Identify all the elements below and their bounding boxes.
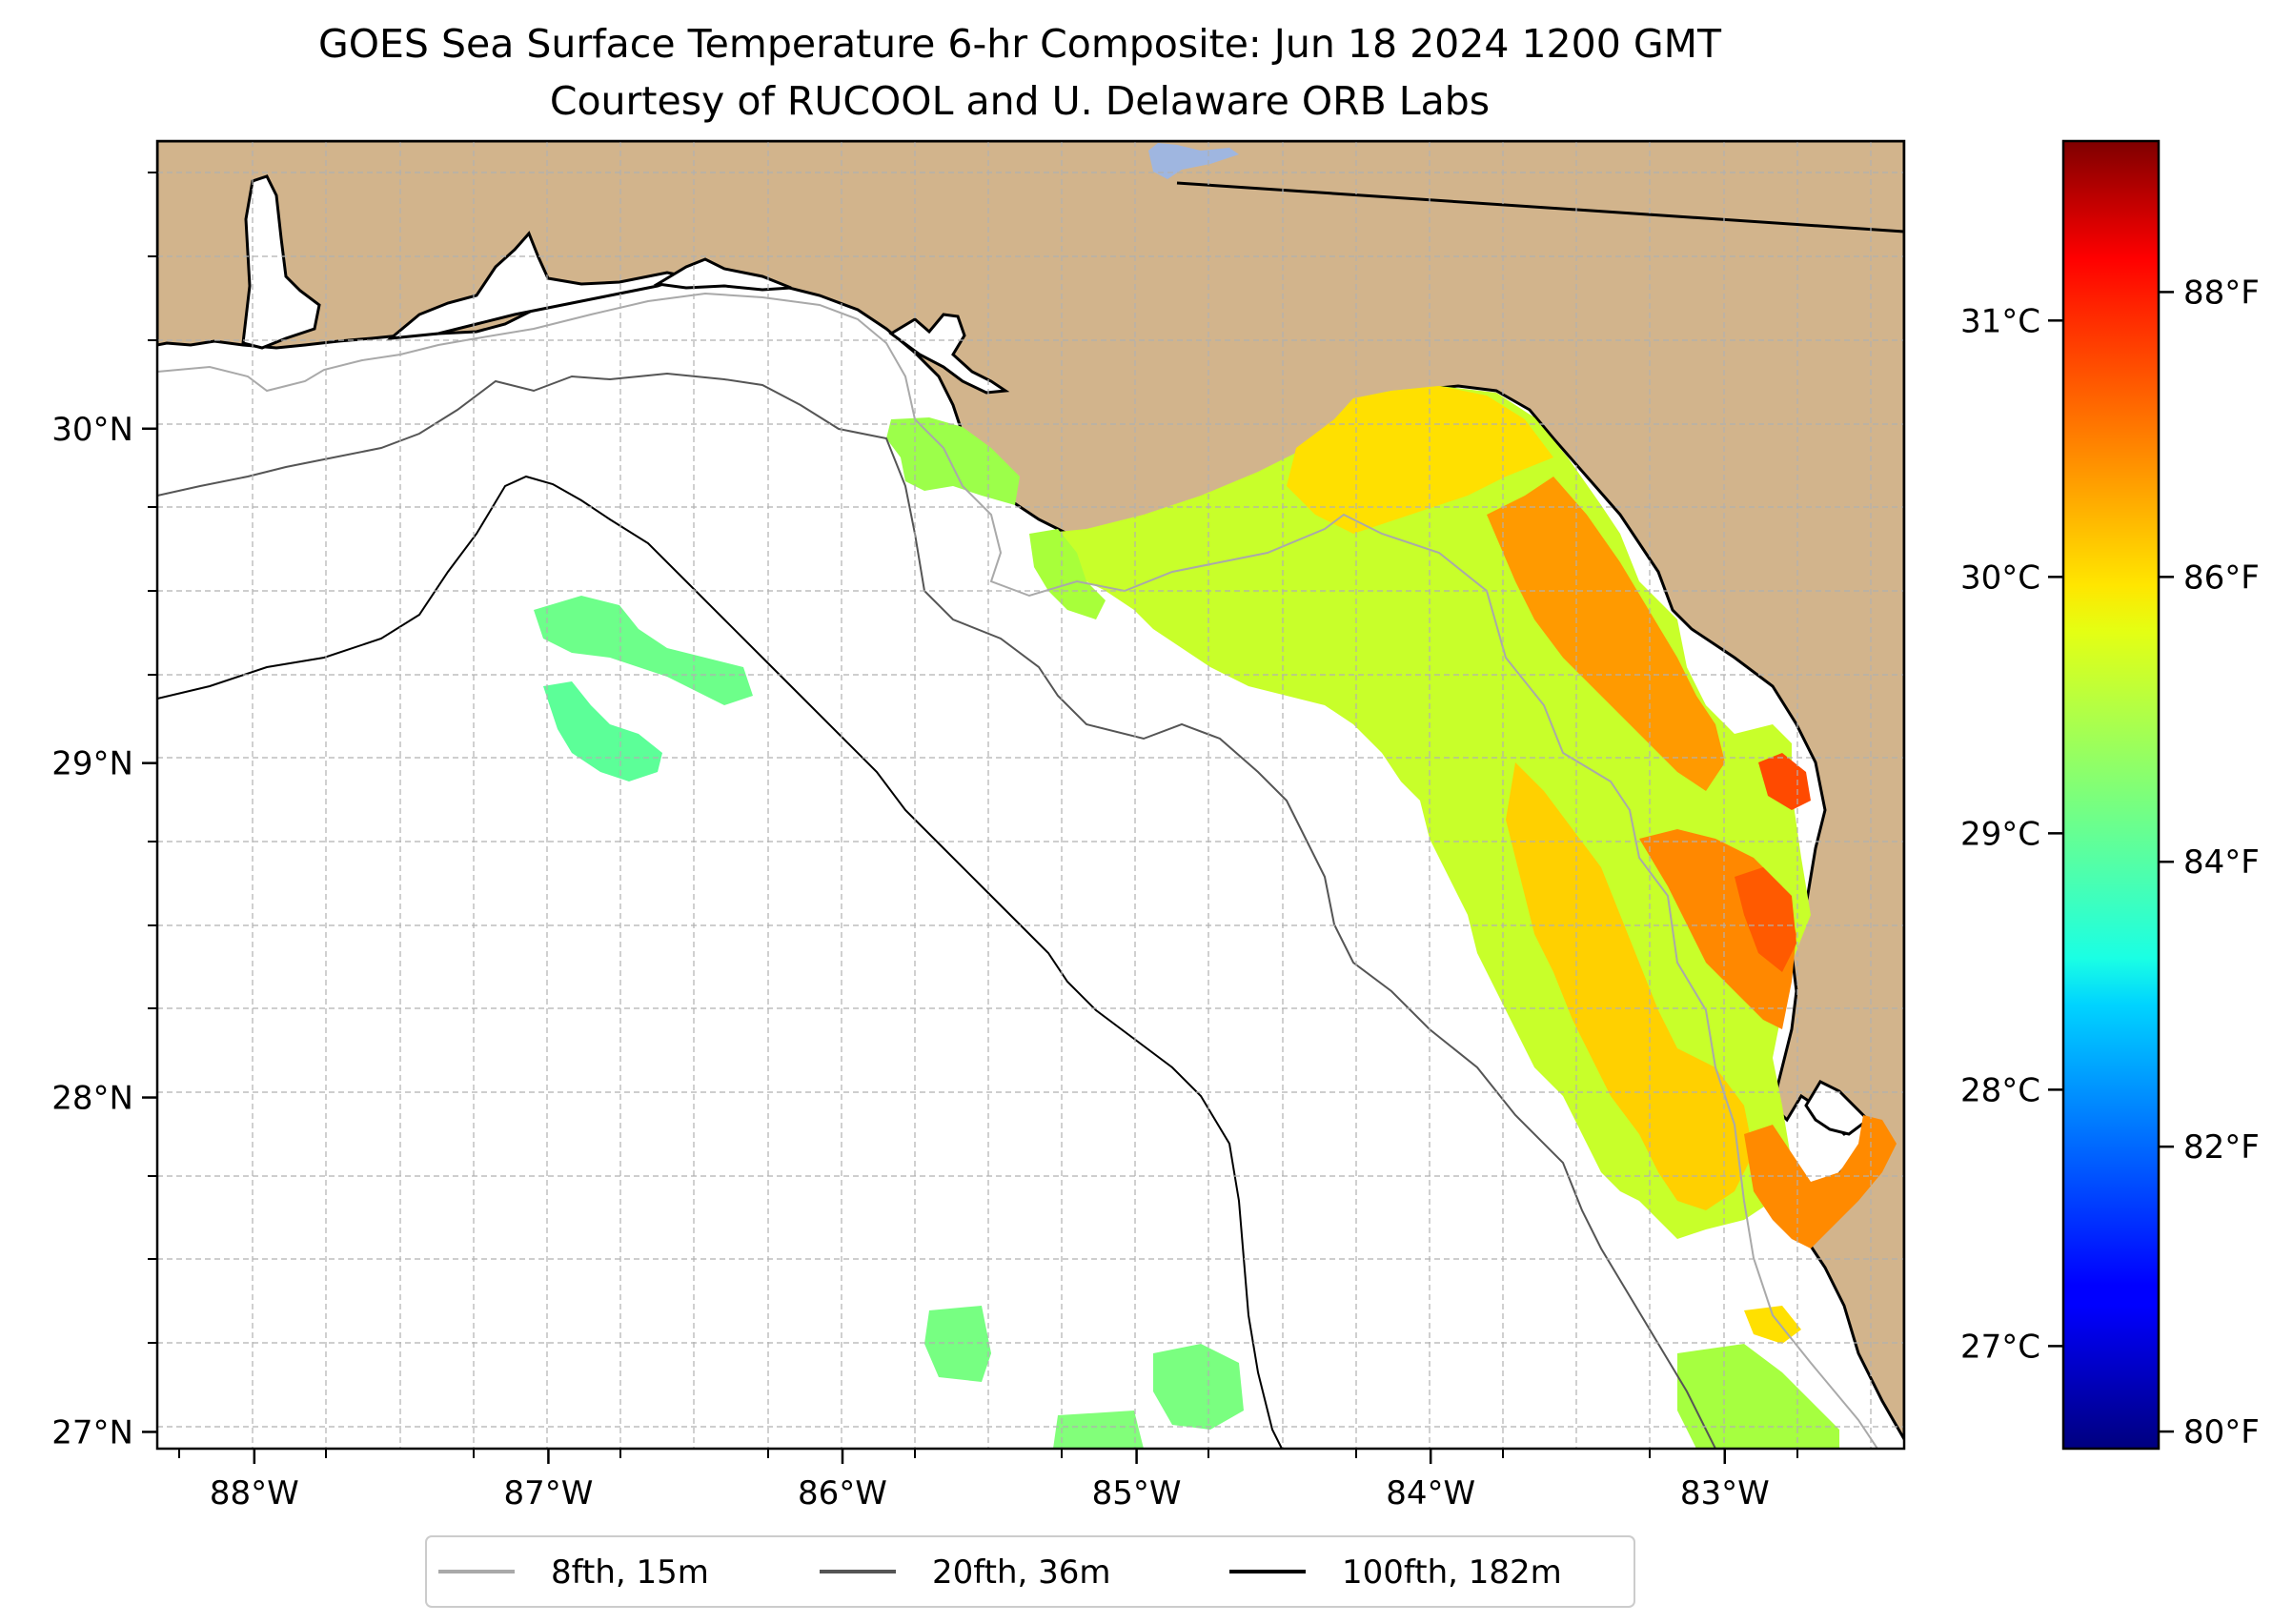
fahrenheit-tick-label: 82°F: [2183, 1128, 2260, 1167]
map-gridlines: [157, 141, 1904, 1449]
map-frame: [155, 139, 1906, 1451]
lon-tick-label: 84°W: [1386, 1474, 1475, 1512]
legend-label: 100fth, 182m: [1342, 1553, 1562, 1592]
isobath-8fth: [157, 292, 1878, 1449]
choctawhatchee-bay: [653, 257, 792, 292]
state-border: [1176, 181, 1904, 233]
map-area[interactable]: 88°W 87°W 86°W 85°W 84°W 83°W 27°N 28°N 29°N 30°N: [51, 139, 1906, 1512]
map-minor-ticks: [148, 172, 1798, 1458]
colorbar: 27°C 28°C 29°C 30°C 31°C 80°F 82°F 84°F 86°F 88°F: [1960, 139, 2260, 1451]
celsius-tick-label: 30°C: [1960, 558, 2040, 597]
fahrenheit-tick-label: 86°F: [2183, 558, 2260, 597]
lat-tick-label: 28°N: [51, 1080, 133, 1118]
pensacola-bay: [386, 231, 692, 340]
fahrenheit-tick-label: 84°F: [2183, 843, 2260, 882]
colorbar-gradient: [2061, 139, 2161, 1451]
map-title-line1: GOES Sea Surface Temperature 6-hr Compos…: [318, 21, 1722, 67]
lat-tick-label: 29°N: [51, 745, 133, 783]
celsius-tick-label: 27°C: [1960, 1328, 2040, 1366]
lake: [1148, 143, 1239, 179]
legend-box: [425, 1535, 1635, 1608]
colorbar-ticks: 27°C 28°C 29°C 30°C 31°C 80°F 82°F 84°F 86°F 88°F: [1960, 274, 2260, 1451]
celsius-tick-label: 31°C: [1960, 302, 2040, 340]
legend-label: 8fth, 15m: [551, 1553, 709, 1592]
map-axis-ticks: 88°W 87°W 86°W 85°W 84°W 83°W 27°N 28°N 29°N 30°N: [51, 411, 1769, 1512]
legend-label: 20fth, 36m: [932, 1553, 1111, 1592]
isobath-100fth: [157, 475, 1283, 1449]
celsius-tick-label: 29°C: [1960, 815, 2040, 853]
lon-tick-label: 86°W: [798, 1474, 887, 1512]
isobath-legend: 8fth, 15m 20fth, 36m 100fth, 182m: [425, 1535, 1635, 1608]
map-title-line2: Courtesy of RUCOOL and U. Delaware ORB L…: [550, 78, 1490, 124]
fahrenheit-tick-label: 80°F: [2183, 1413, 2260, 1451]
sst-data: [534, 386, 1897, 1449]
lat-tick-label: 27°N: [51, 1413, 133, 1451]
lon-tick-label: 87°W: [503, 1474, 593, 1512]
fahrenheit-tick-label: 88°F: [2183, 274, 2260, 312]
lon-tick-label: 85°W: [1092, 1474, 1182, 1512]
mobile-bay: [241, 174, 321, 350]
lon-tick-label: 88°W: [210, 1474, 299, 1512]
apalachicola-bay: [888, 313, 1010, 395]
isobath-20fth: [157, 372, 1716, 1449]
celsius-tick-label: 28°C: [1960, 1071, 2040, 1109]
lon-tick-label: 83°W: [1680, 1474, 1770, 1512]
lat-tick-label: 30°N: [51, 411, 133, 449]
